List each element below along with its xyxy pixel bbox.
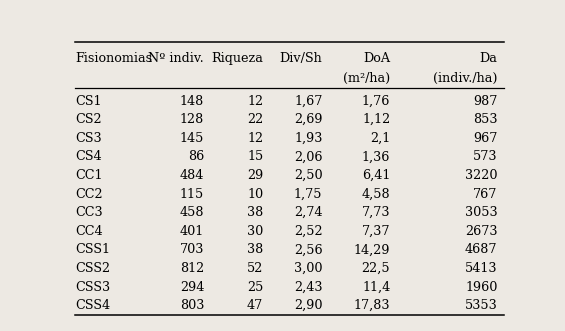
Text: 1,76: 1,76 [362, 95, 390, 108]
Text: 15: 15 [247, 150, 263, 163]
Text: 22,5: 22,5 [362, 262, 390, 275]
Text: 2,1: 2,1 [370, 132, 390, 145]
Text: (m²/ha): (m²/ha) [343, 71, 390, 85]
Text: 3053: 3053 [465, 206, 498, 219]
Text: 22: 22 [247, 113, 263, 126]
Text: 987: 987 [473, 95, 498, 108]
Text: Div/Sh: Div/Sh [280, 52, 323, 66]
Text: 38: 38 [247, 206, 263, 219]
Text: 128: 128 [180, 113, 204, 126]
Text: (indiv./ha): (indiv./ha) [433, 71, 498, 85]
Text: 3220: 3220 [465, 169, 498, 182]
Text: 573: 573 [473, 150, 498, 163]
Text: 12: 12 [247, 132, 263, 145]
Text: 10: 10 [247, 188, 263, 201]
Text: 767: 767 [473, 188, 498, 201]
Text: 86: 86 [188, 150, 204, 163]
Text: 148: 148 [180, 95, 204, 108]
Text: 2,52: 2,52 [294, 225, 323, 238]
Text: 458: 458 [180, 206, 204, 219]
Text: 30: 30 [247, 225, 263, 238]
Text: 6,41: 6,41 [362, 169, 390, 182]
Text: 5413: 5413 [465, 262, 498, 275]
Text: 1960: 1960 [465, 281, 498, 294]
Text: 1,36: 1,36 [362, 150, 390, 163]
Text: CC4: CC4 [75, 225, 103, 238]
Text: 484: 484 [180, 169, 204, 182]
Text: CSS2: CSS2 [75, 262, 110, 275]
Text: CS4: CS4 [75, 150, 102, 163]
Text: 803: 803 [180, 299, 204, 312]
Text: 2,43: 2,43 [294, 281, 323, 294]
Text: 7,73: 7,73 [362, 206, 390, 219]
Text: 967: 967 [473, 132, 498, 145]
Text: 38: 38 [247, 243, 263, 257]
Text: Fisionomias: Fisionomias [75, 52, 152, 66]
Text: 2673: 2673 [465, 225, 498, 238]
Text: 812: 812 [180, 262, 204, 275]
Text: Da: Da [480, 52, 498, 66]
Text: 1,93: 1,93 [294, 132, 323, 145]
Text: 401: 401 [180, 225, 204, 238]
Text: CS2: CS2 [75, 113, 102, 126]
Text: 145: 145 [180, 132, 204, 145]
Text: 7,37: 7,37 [362, 225, 390, 238]
Text: DoA: DoA [363, 52, 390, 66]
Text: 3,00: 3,00 [294, 262, 323, 275]
Text: CC1: CC1 [75, 169, 102, 182]
Text: Nº indiv.: Nº indiv. [149, 52, 204, 66]
Text: CC3: CC3 [75, 206, 103, 219]
Text: CSS1: CSS1 [75, 243, 110, 257]
Text: CS3: CS3 [75, 132, 102, 145]
Text: 17,83: 17,83 [354, 299, 390, 312]
Text: 4,58: 4,58 [362, 188, 390, 201]
Text: 25: 25 [247, 281, 263, 294]
Text: 853: 853 [473, 113, 498, 126]
Text: 14,29: 14,29 [354, 243, 390, 257]
Text: 1,12: 1,12 [362, 113, 390, 126]
Text: 2,74: 2,74 [294, 206, 323, 219]
Text: 29: 29 [247, 169, 263, 182]
Text: 2,50: 2,50 [294, 169, 323, 182]
Text: CSS3: CSS3 [75, 281, 110, 294]
Text: 52: 52 [247, 262, 263, 275]
Text: CC2: CC2 [75, 188, 103, 201]
Text: CS1: CS1 [75, 95, 102, 108]
Text: 12: 12 [247, 95, 263, 108]
Text: 2,90: 2,90 [294, 299, 323, 312]
Text: 703: 703 [180, 243, 204, 257]
Text: 11,4: 11,4 [362, 281, 390, 294]
Text: Riqueza: Riqueza [211, 52, 263, 66]
Text: 5353: 5353 [465, 299, 498, 312]
Text: 47: 47 [247, 299, 263, 312]
Text: 294: 294 [180, 281, 204, 294]
Text: 1,75: 1,75 [294, 188, 323, 201]
Text: 1,67: 1,67 [294, 95, 323, 108]
Text: 2,56: 2,56 [294, 243, 323, 257]
Text: 2,06: 2,06 [294, 150, 323, 163]
Text: CSS4: CSS4 [75, 299, 110, 312]
Text: 2,69: 2,69 [294, 113, 323, 126]
Text: 4687: 4687 [465, 243, 498, 257]
Text: 115: 115 [180, 188, 204, 201]
